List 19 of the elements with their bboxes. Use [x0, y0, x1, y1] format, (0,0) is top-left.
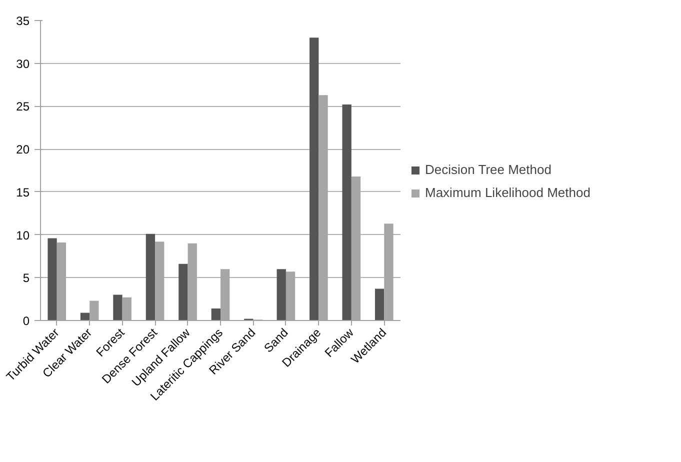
bar	[276, 269, 286, 320]
bar	[146, 234, 156, 320]
bar	[211, 308, 220, 320]
y-tick-label: 15	[16, 185, 30, 200]
y-tick-label: 20	[16, 142, 30, 157]
y-tick-label: 35	[16, 14, 30, 28]
bar	[342, 104, 352, 320]
legend-label: Decision Tree Method	[425, 162, 552, 177]
y-tick-label: 30	[16, 56, 30, 71]
y-tick-label: 10	[16, 228, 30, 242]
bar	[310, 38, 319, 320]
bar	[374, 288, 384, 320]
y-tick-label: 5	[22, 271, 30, 286]
y-tick-label: 0	[22, 314, 30, 328]
bar	[113, 294, 122, 320]
y-tick-label: 25	[16, 100, 30, 114]
legend-label: Maximum Likelihood Method	[425, 185, 590, 200]
bar	[48, 238, 57, 320]
bar	[178, 264, 188, 320]
